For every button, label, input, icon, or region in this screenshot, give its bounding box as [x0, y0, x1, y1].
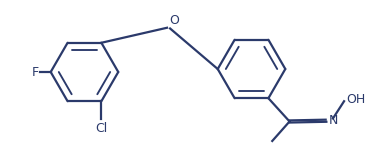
Text: F: F [31, 66, 38, 78]
Text: OH: OH [346, 93, 365, 106]
Text: N: N [329, 114, 338, 127]
Text: Cl: Cl [95, 122, 108, 135]
Text: O: O [169, 14, 179, 27]
